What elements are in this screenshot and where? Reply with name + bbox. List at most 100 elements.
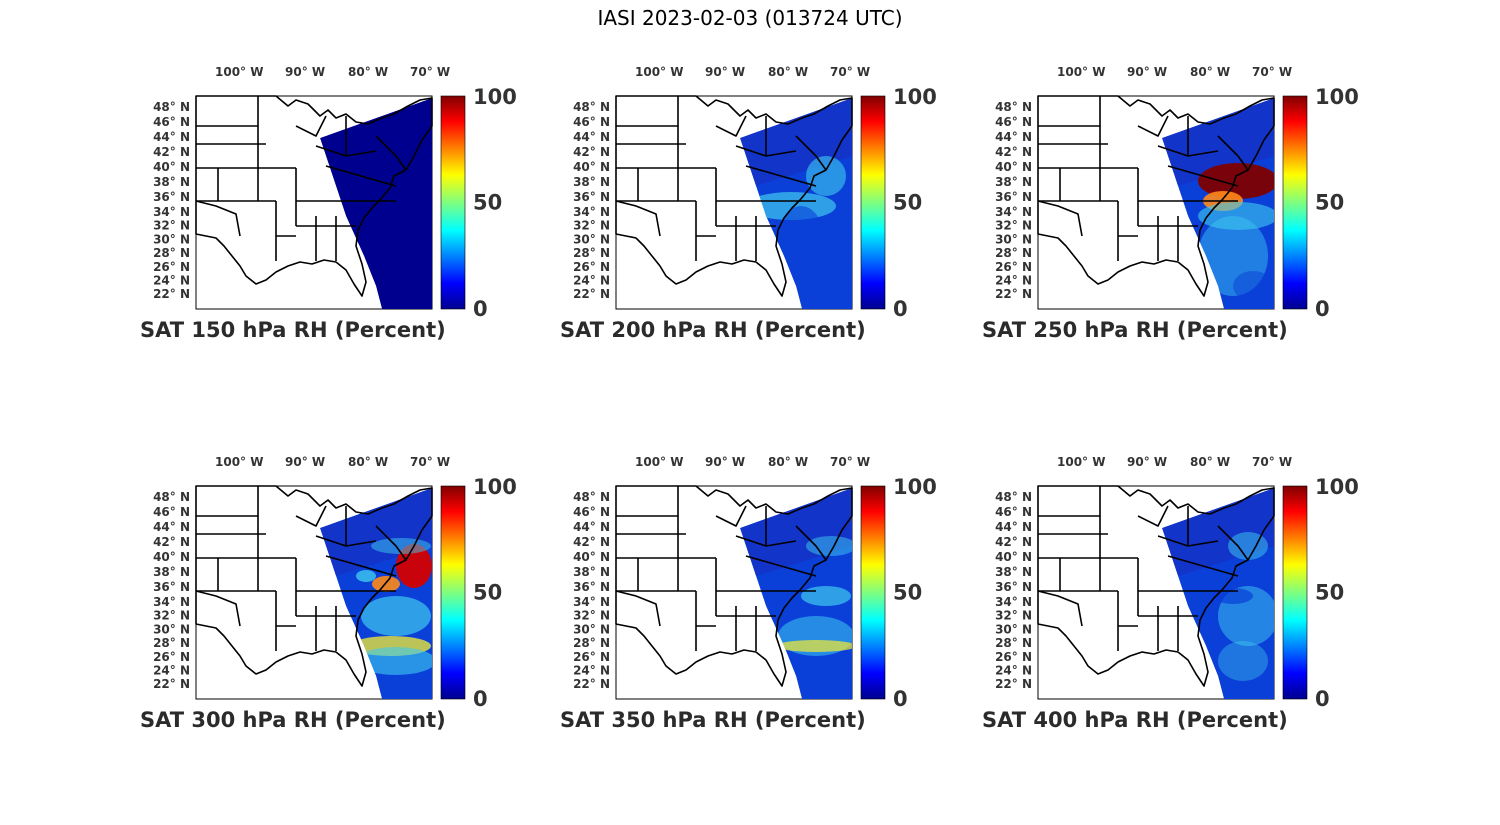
lat-axis: 48° N46° N44° N42° N40° N38° N36° N34° N… [153,490,190,691]
panel-caption: SAT 250 hPa RH (Percent) [982,318,1288,342]
lon-tick-label: 90° W [285,455,325,469]
colorbar-tick-label: 0 [893,687,908,711]
lat-tick-label: 38° N [153,175,190,189]
lat-tick-label: 28° N [573,636,610,650]
state-outlines [195,95,433,297]
colorbar-tick-label: 100 [893,85,937,109]
lat-tick-label: 42° N [153,145,190,159]
rh-blob [801,586,851,606]
lat-tick-label: 42° N [153,535,190,549]
lat-tick-label: 34° N [995,205,1032,219]
lon-tick-label: 80° W [1190,65,1230,79]
rh-blob [1213,588,1253,604]
colorbar [440,485,466,700]
lat-tick-label: 46° N [995,115,1032,129]
state-border [325,555,397,577]
lat-tick-label: 42° N [995,145,1032,159]
state-border [295,115,327,137]
colorbar-tick-label: 0 [473,687,488,711]
colorbar-tick-label: 100 [1315,85,1359,109]
lon-tick-label: 100° W [215,455,263,469]
lat-tick-label: 40° N [153,160,190,174]
lat-tick-label: 38° N [573,175,610,189]
map-svg: 100° W 90° W 80° W 70° W 48° N46° N44° N42° … [573,65,937,321]
lat-tick-label: 48° N [573,100,610,114]
colorbar-tick-label: 50 [1315,581,1344,605]
lon-tick-label: 70° W [1252,455,1292,469]
map-panel-150hpa: 100° W 90° W 80° W 70° W 48° N 46° N 44° N 42° … [140,60,540,360]
rh-blob [1233,271,1273,301]
map-svg: 100° W 90° W 80° W 70° W 48° N46° N44° N42° … [153,455,517,711]
colorbar-tick-label: 0 [893,297,908,321]
map-svg: 100° W 90° W 80° W 70° W 48° N46° N44° N42° … [573,455,937,711]
lat-tick-label: 32° N [573,609,610,623]
lat-tick-label: 32° N [995,219,1032,233]
state-outlines [615,95,853,297]
lat-tick-label: 44° N [153,520,190,534]
lat-tick-label: 26° N [573,260,610,274]
lat-tick-label: 46° N [153,115,190,129]
lat-tick-label: 30° N [573,622,610,636]
lat-tick-label: 40° N [573,550,610,564]
lon-tick-label: 100° W [635,65,683,79]
lat-tick-label: 32° N [153,219,190,233]
colorbar-tick-label: 50 [473,191,502,215]
lat-tick-label: 40° N [573,160,610,174]
lat-tick-label: 30° N [995,622,1032,636]
lon-tick-label: 80° W [768,65,808,79]
lat-tick-label: 40° N [995,160,1032,174]
colorbar [440,95,466,310]
lat-tick-label: 22° N [573,677,610,691]
state-border [1137,115,1169,137]
lat-tick-label: 30° N [153,622,190,636]
lon-tick-label: 90° W [1127,65,1167,79]
state-border [1137,505,1169,527]
lon-tick-label: 90° W [705,455,745,469]
lat-tick-label: 22° N [995,677,1032,691]
colorbar-tick-label: 0 [1315,297,1330,321]
lat-axis: 48° N46° N44° N42° N40° N38° N36° N34° N… [573,100,610,301]
map-panel-200hpa: 100° W 90° W 80° W 70° W 48° N 46° N 44° N 42° … [560,60,960,360]
state-outlines [1037,485,1275,687]
map-panel-300hpa: 100° W 90° W 80° W 70° W 48° N 46° N 44° N 42° … [140,450,540,750]
state-border [615,200,661,237]
lat-tick-label: 28° N [573,246,610,260]
state-outlines [615,485,853,687]
lon-tick-label: 100° W [1057,65,1105,79]
lat-axis: 48° N46° N44° N42° N40° N38° N36° N34° N… [573,490,610,691]
lat-tick-label: 36° N [573,580,610,594]
panel-caption: SAT 400 hPa RH (Percent) [982,708,1288,732]
colorbar [860,485,886,700]
state-border [375,525,407,561]
state-border [1217,525,1249,561]
map-panel-250hpa: 100° W 90° W 80° W 70° W 48° N 46° N 44° N 42° … [982,60,1382,360]
lat-tick-label: 48° N [153,100,190,114]
lat-axis: 48° N46° N44° N42° N40° N38° N36° N34° N… [995,490,1032,691]
lat-tick-label: 28° N [153,636,190,650]
lat-tick-label: 24° N [153,664,190,678]
map-svg: 100° W 90° W 80° W 70° W 48° N46° N44° N42° … [995,65,1359,321]
lat-tick-label: 24° N [573,664,610,678]
state-border [195,485,433,687]
map-area [615,95,853,310]
state-border [715,505,747,527]
lon-tick-label: 70° W [410,455,450,469]
lat-tick-label: 38° N [995,565,1032,579]
lat-tick-label: 36° N [153,190,190,204]
state-border [195,590,241,627]
colorbar-tick-label: 100 [473,475,517,499]
lat-tick-label: 32° N [153,609,190,623]
figure-title: IASI 2023-02-03 (013724 UTC) [597,6,903,30]
map-area [1037,485,1275,700]
lat-tick-label: 24° N [573,274,610,288]
state-border [1037,95,1275,297]
state-border [1037,590,1083,627]
lon-axis: 100° W 90° W 80° W 70° W [1057,65,1292,79]
colorbar-tick-label: 100 [473,85,517,109]
lat-tick-label: 36° N [153,580,190,594]
rh-blob [806,156,846,196]
panel-caption: SAT 150 hPa RH (Percent) [140,318,446,342]
colorbar [860,95,886,310]
lon-axis: 100° W 90° W 80° W 70° W [215,455,450,469]
map-area [195,95,433,310]
